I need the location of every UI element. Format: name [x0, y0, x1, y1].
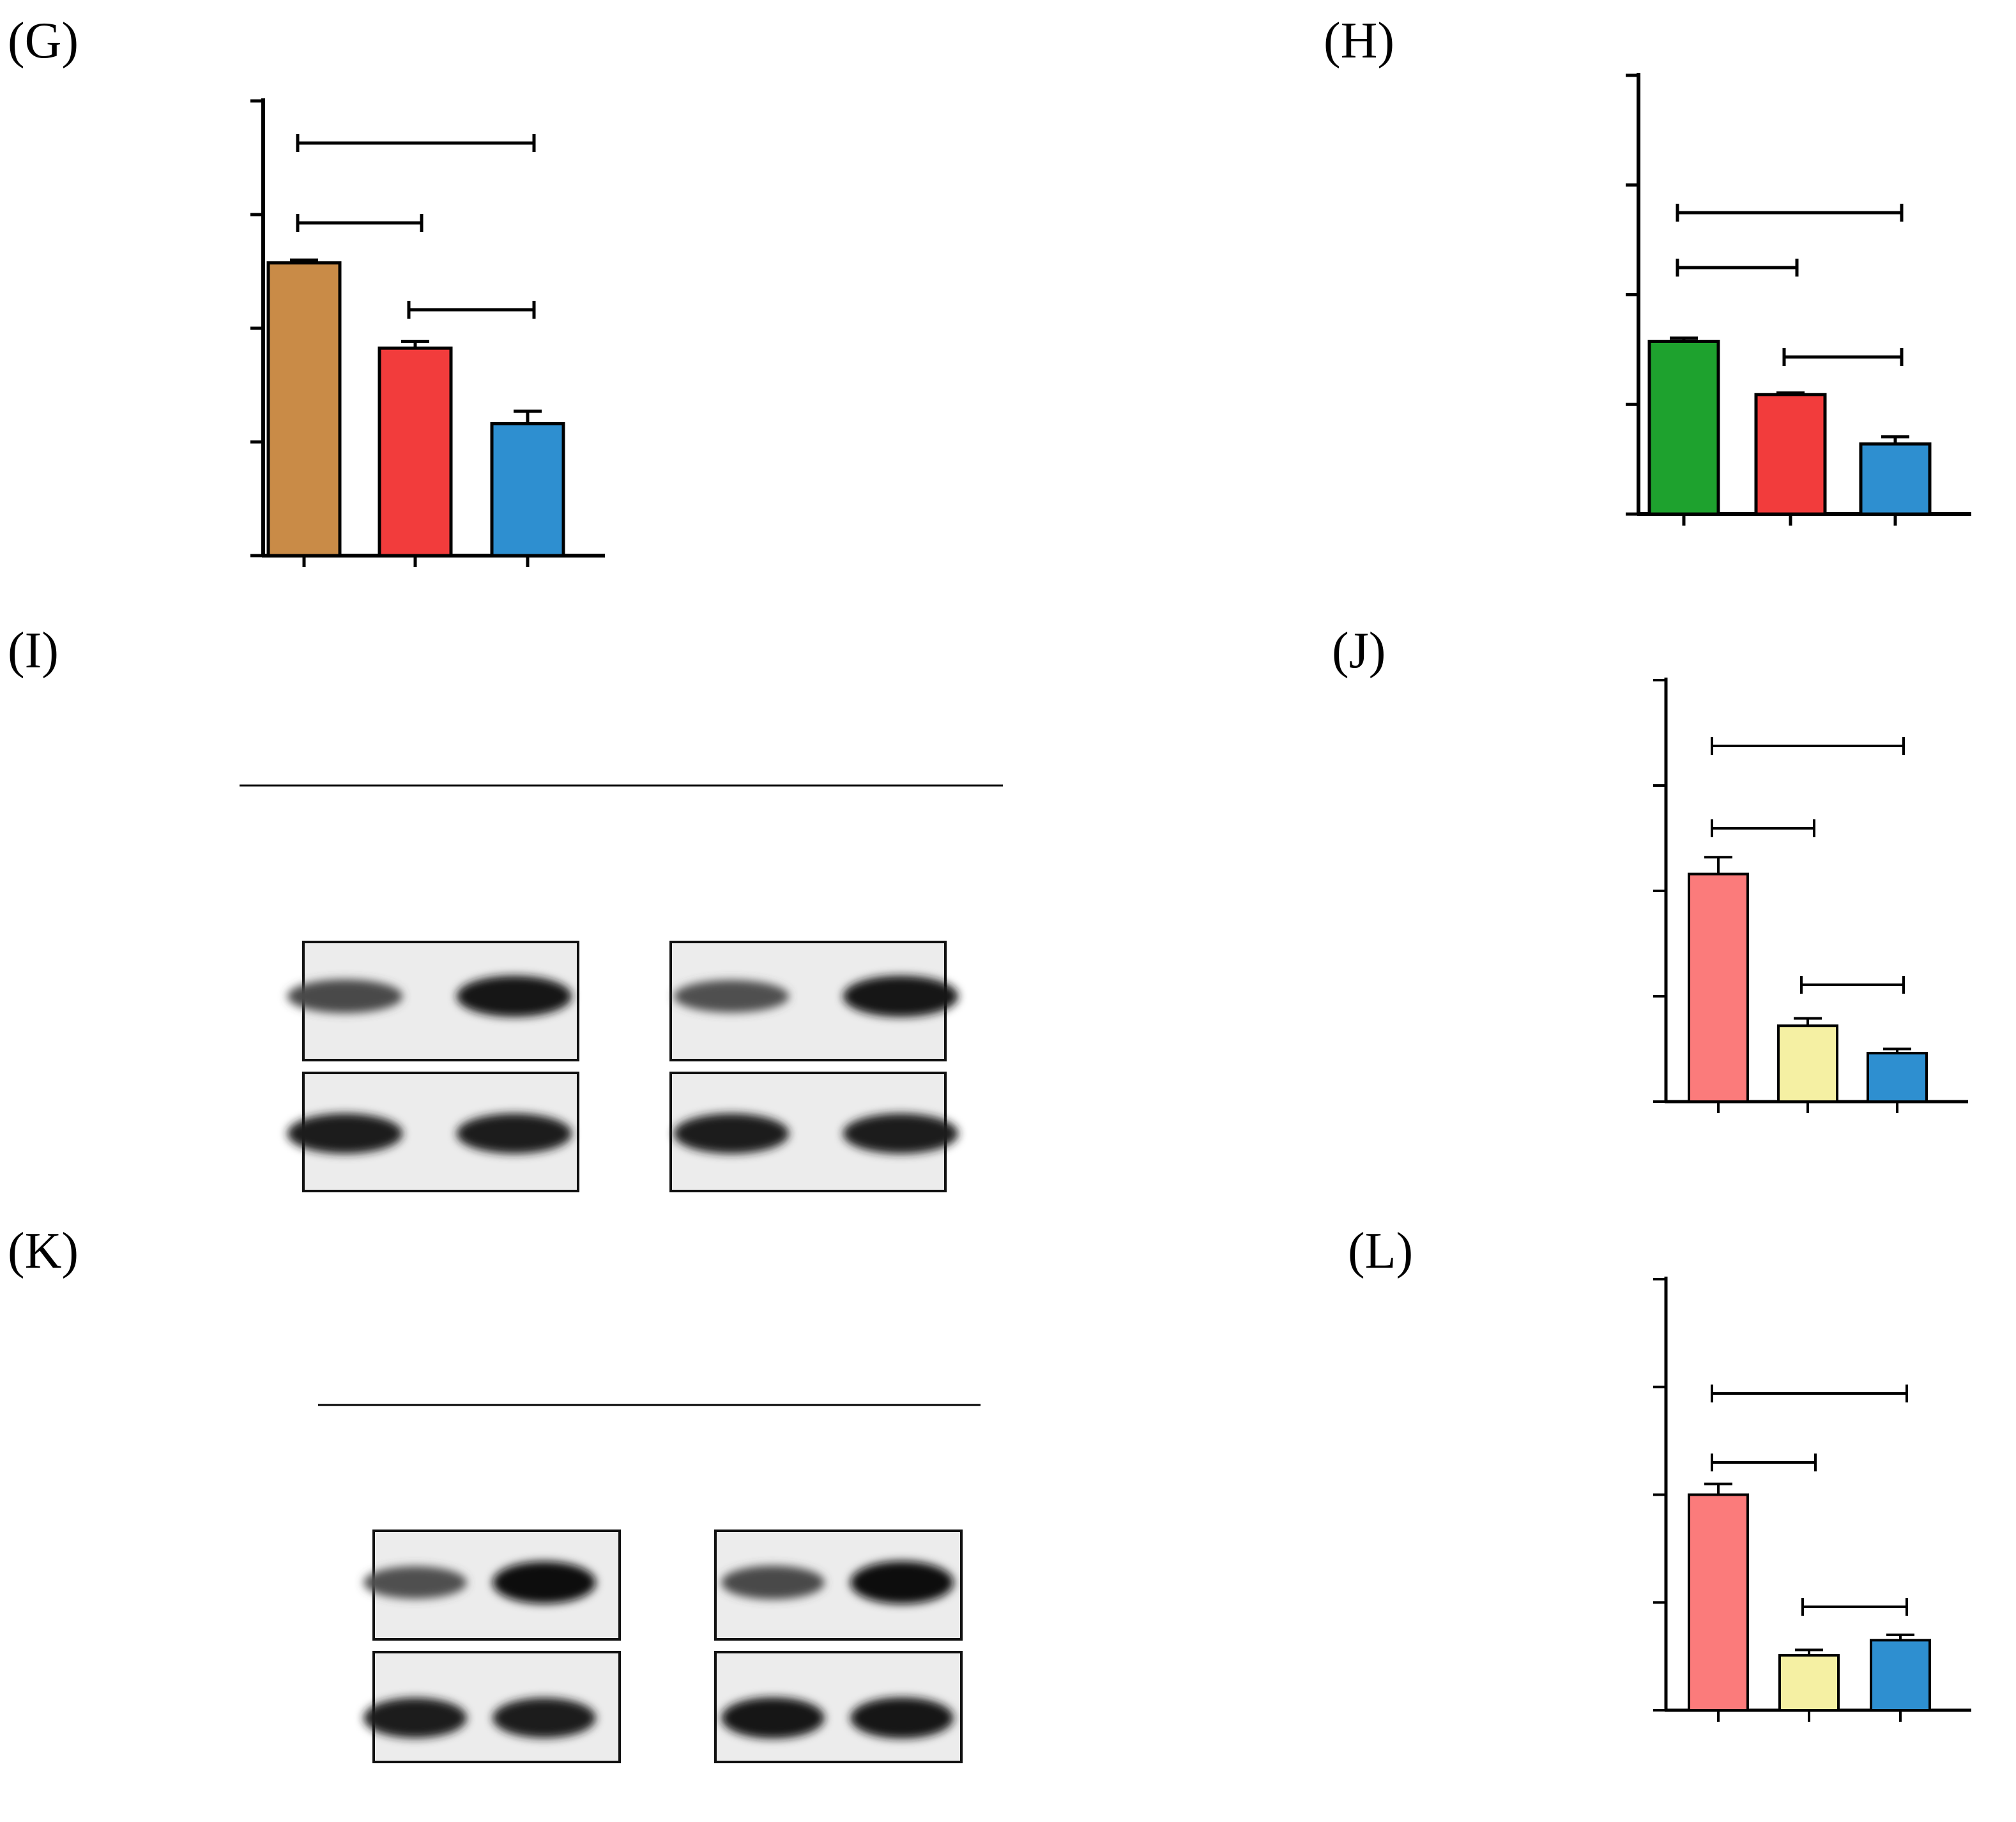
panel-label-g: (G)	[8, 13, 79, 69]
bar-vero	[1777, 1024, 1838, 1103]
blot-k	[318, 1404, 981, 1763]
blot-band	[493, 1697, 596, 1738]
chart-h	[1626, 73, 1971, 526]
bar-ipec-j2	[490, 422, 565, 558]
blot-band	[456, 975, 572, 1017]
bar-ipec-j2	[1867, 1052, 1928, 1103]
blot-band	[673, 1113, 790, 1154]
panel-label-k: (K)	[8, 1223, 79, 1279]
blot-band	[843, 1113, 959, 1154]
blot-band	[850, 1697, 954, 1739]
blot-band	[493, 1561, 596, 1604]
blot-band	[363, 1697, 467, 1738]
bar-vero	[378, 346, 453, 558]
chart-l	[1653, 1277, 1971, 1722]
bar-vero	[1778, 1653, 1840, 1712]
panel-label-h: (H)	[1324, 13, 1394, 69]
bar-hek293t	[1688, 872, 1749, 1103]
bar-ipec-j2	[1859, 442, 1932, 516]
panel-label-i: (I)	[8, 623, 59, 679]
blot-i	[240, 784, 1003, 1192]
blot-band	[673, 980, 790, 1013]
blot-band	[456, 1113, 572, 1154]
panel-label-l: (L)	[1348, 1223, 1413, 1279]
blot-band	[721, 1565, 825, 1600]
chart-j	[1653, 678, 1968, 1113]
blot-band	[287, 1113, 403, 1154]
bar-l929	[1688, 1493, 1749, 1712]
bar-ipec-j2	[1870, 1639, 1931, 1712]
bar-l929	[1647, 339, 1720, 516]
blot-band	[850, 1561, 954, 1604]
blot-band	[287, 979, 403, 1013]
panel-label-j: (J)	[1332, 623, 1386, 679]
bar-vero	[1754, 393, 1827, 516]
blot-band	[363, 1566, 467, 1599]
bar-hek293t	[266, 261, 342, 558]
blot-band	[843, 975, 959, 1017]
blot-band	[721, 1697, 825, 1739]
chart-g	[250, 98, 605, 567]
